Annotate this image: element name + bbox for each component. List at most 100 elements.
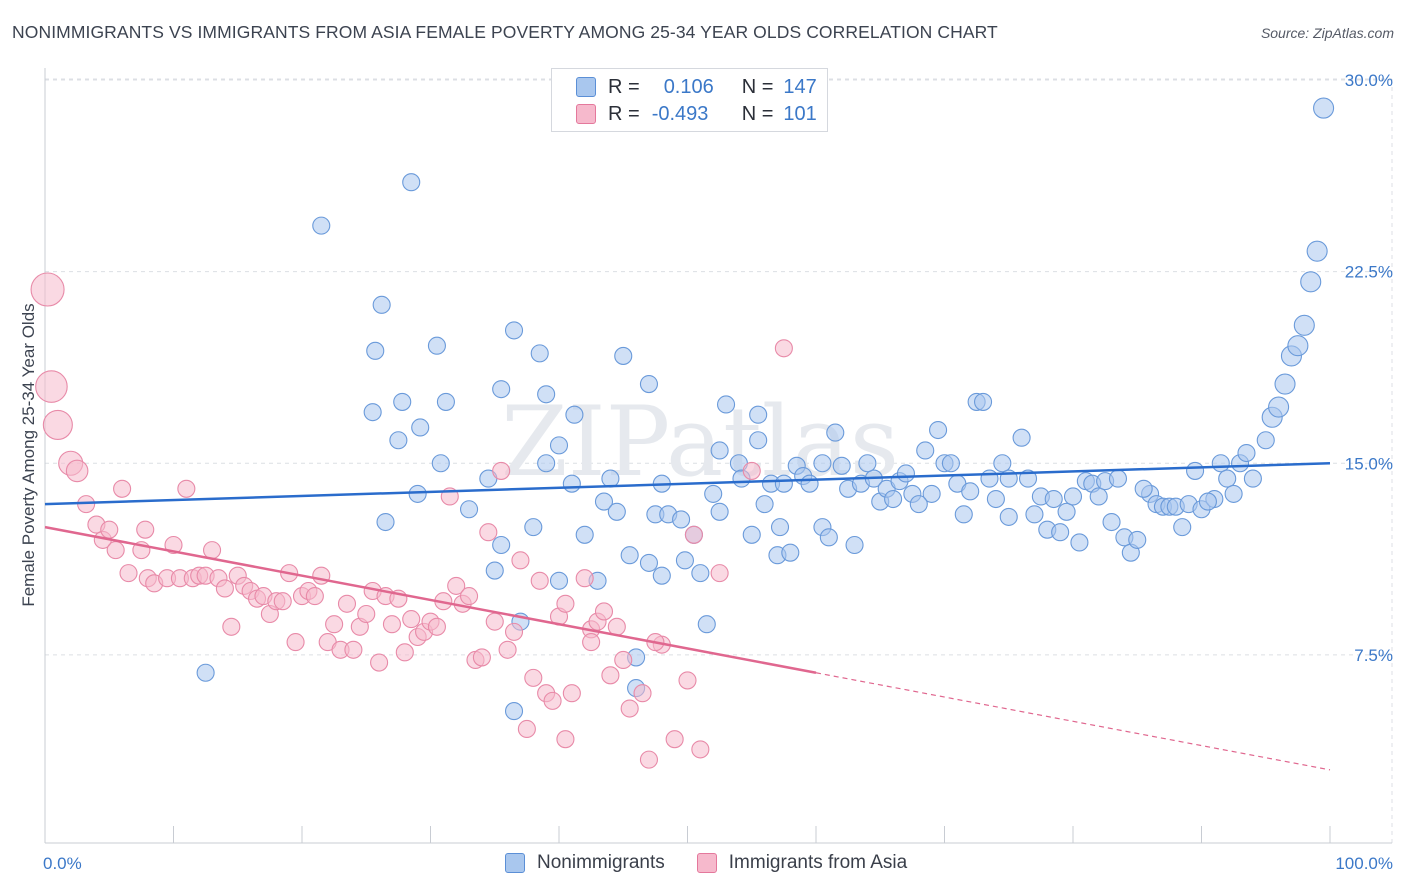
immigrant-asia-point (492, 461, 511, 480)
immigrant-asia-point (459, 587, 479, 606)
immigrant-asia-point (222, 617, 241, 636)
immigrant-asia-point (370, 653, 389, 672)
nonimmigrant-point (639, 374, 659, 394)
nonimmigrant-point (1057, 502, 1076, 521)
immigrant-asia-point (530, 571, 549, 590)
nonimmigrant-point (819, 528, 838, 547)
immigrant-asia-point (479, 523, 498, 542)
immigrant-asia-point (774, 339, 793, 358)
immigrant-asia-point (344, 640, 363, 659)
nonimmigrant-point (372, 295, 391, 314)
immigrant-asia-point (106, 541, 125, 560)
y-tick-label: 30.0% (1345, 71, 1393, 90)
immigrant-asia-point (684, 525, 703, 544)
nonimmigrant-point (770, 518, 790, 537)
immigrant-asia-point (678, 671, 697, 690)
immigrant-asia-point (35, 370, 68, 403)
nonimmigrant-point (376, 512, 395, 532)
nonimmigrant-point (954, 505, 973, 524)
nonimmigrant-point (973, 392, 993, 411)
nonimmigrant-point (884, 489, 903, 509)
immigrant-asia-point (119, 564, 138, 583)
immigrant-asia-point (524, 668, 543, 687)
nonimmigrant-point (402, 173, 421, 192)
immigrant-asia-point (607, 617, 626, 636)
nonimmigrant-point (436, 392, 455, 411)
nonimmigrant-point (1128, 530, 1147, 549)
nonimmigrant-point (389, 431, 408, 450)
chart-title: NONIMMIGRANTS VS IMMIGRANTS FROM ASIA FE… (12, 22, 998, 42)
nonimmigrant-point (549, 436, 569, 455)
immigrant-asia-point (402, 610, 421, 629)
nonimmigrant-point (710, 441, 729, 460)
immigrant-asia-point (30, 272, 65, 307)
immigrant-asia-point (447, 576, 466, 595)
nonimmigrant-point (922, 484, 941, 503)
nonimmigrant-point (620, 546, 639, 565)
nonimmigrant-point (1224, 484, 1243, 503)
trend-lines (44, 462, 1331, 771)
immigrant-asia-point (100, 520, 119, 539)
nonimmigrant-point (366, 341, 385, 360)
y-axis-label: Female Poverty Among 25-34 Year Olds (19, 303, 38, 607)
nonimmigrant-point (858, 454, 877, 473)
immigrant-asia-point (742, 461, 761, 480)
immigrant-asia-point (113, 479, 132, 498)
nonimmigrant-point (1313, 97, 1335, 119)
immigrant-asia-point (325, 615, 344, 634)
trend-line-immigrants-asia (44, 525, 817, 674)
nonimmigrant-point (504, 321, 524, 340)
nonimmigrant-point (916, 441, 935, 460)
y-tick-label: 15.0% (1345, 454, 1393, 473)
immigrant-asia-point (710, 564, 729, 583)
nonimmigrant-point (749, 405, 768, 424)
immigrant-asia-point (472, 648, 491, 667)
nonimmigrant-point (524, 518, 543, 537)
nonimmigrant-point (1237, 443, 1256, 463)
immigrant-asia-point (562, 684, 581, 703)
nonimmigrant-point (594, 492, 614, 511)
nonimmigrant-point (537, 454, 556, 473)
nonimmigrant-point (1063, 487, 1083, 506)
nonimmigrant-point (408, 484, 427, 503)
nonimmigrant-point (1268, 396, 1290, 418)
nonimmigrant-point (697, 615, 716, 634)
nonimmigrant-point (1012, 428, 1031, 447)
nonimmigrant-point (800, 474, 819, 493)
nonimmigrant-point (504, 702, 524, 721)
nonimmigrant-point (896, 464, 916, 483)
legend-label-immigrants-asia: Immigrants from Asia (728, 852, 908, 873)
immigrant-asia-point (485, 612, 504, 631)
nonimmigrant-point (562, 474, 581, 493)
series-legend: Nonimmigrants Immigrants from Asia (505, 852, 907, 874)
immigrant-asia-point (582, 633, 601, 652)
immigrant-asia-point (382, 615, 402, 634)
legend-n-label: N = (741, 102, 774, 125)
nonimmigrant-point (530, 344, 549, 363)
immigrant-asia-point (594, 602, 614, 621)
immigrant-asia-point (665, 730, 684, 749)
nonimmigrant-point (742, 525, 761, 544)
nonimmigrant-point (675, 551, 694, 570)
immigrant-asia-point (42, 409, 73, 440)
nonimmigrant-point (749, 431, 768, 450)
nonimmigrant-point (1218, 469, 1237, 488)
legend-r-value: 0.106 (663, 75, 714, 98)
legend-label-nonimmigrants: Nonimmigrants (537, 852, 665, 873)
nonimmigrant-point (1134, 479, 1153, 498)
nonimmigrant-point (845, 535, 864, 555)
immigrant-asia-point (691, 740, 710, 759)
nonimmigrant-point (755, 495, 774, 514)
nonimmigrant-point (1102, 512, 1121, 532)
axes (44, 68, 1392, 844)
immigrant-asia-point (337, 594, 357, 613)
nonimmigrant-point (492, 380, 511, 399)
nonimmigrant-point (1108, 469, 1128, 488)
immigrant-asia-point (273, 592, 292, 611)
nonimmigrant-point (1018, 469, 1038, 488)
legend-r-label: R = (608, 75, 640, 98)
legend-row-nonimmigrants: R = 0.106 N = 147 (576, 75, 817, 99)
nonimmigrant-point (1089, 487, 1108, 506)
legend-n-label: N = (741, 75, 774, 98)
